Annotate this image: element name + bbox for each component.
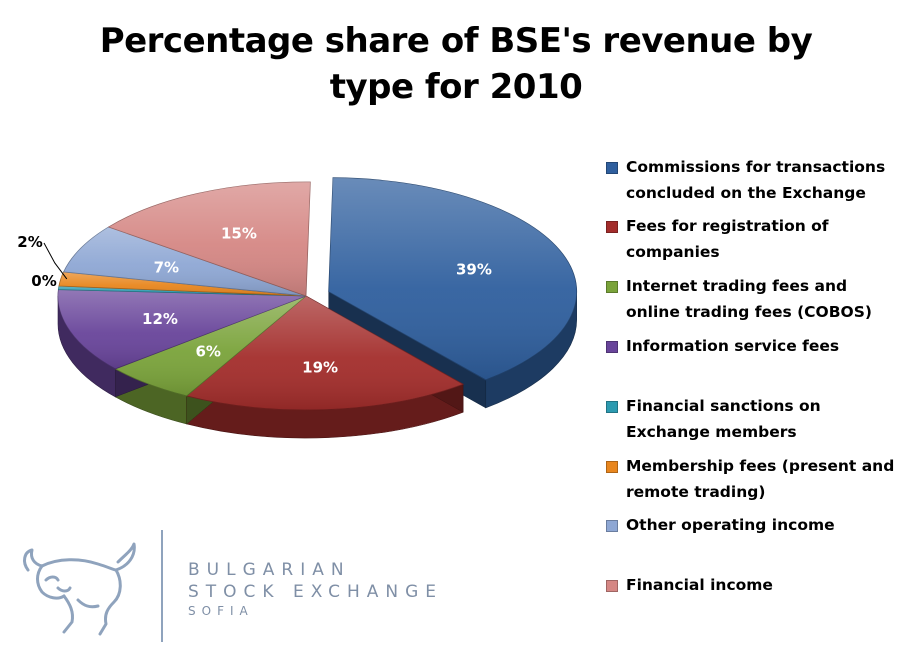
pie-slice-highlight	[328, 177, 577, 380]
legend-label: Financial income	[626, 576, 773, 594]
legend-label: Commissions for transactions concluded o…	[626, 158, 886, 202]
pie-slice-highlight	[63, 226, 306, 296]
legend-swatch	[606, 520, 618, 532]
data-label-commissions-for-transactions-concluded-on-the-exchange: 39%	[456, 260, 492, 278]
legend-label: Other operating income	[626, 516, 835, 534]
bse-logo: BULGARIAN STOCK EXCHANGE SOFIA	[18, 530, 468, 650]
legend-swatch	[606, 162, 618, 174]
legend-swatch	[606, 580, 618, 592]
logo-sofia: SOFIA	[188, 604, 254, 618]
legend-swatch	[606, 341, 618, 353]
data-label-fees-for-registration-of-companies: 19%	[302, 358, 338, 376]
legend-swatch	[606, 461, 618, 473]
chart-title-line-2: type for 2010	[329, 67, 583, 107]
logo-divider	[161, 530, 163, 642]
pie-slice-highlight	[115, 296, 307, 396]
legend-label: Information service fees	[626, 337, 840, 355]
data-label-membership-fees-present-and-remote-trading: 2%	[17, 233, 42, 251]
data-label-financial-income: 15%	[221, 224, 257, 242]
chart-title-line-1: Percentage share of BSE's revenue by	[99, 21, 813, 61]
pie-slice-highlight	[57, 289, 306, 369]
leader-line-membership-fees-present-and-remote-trading	[43, 242, 68, 280]
legend-label: Membership fees (present and remote trad…	[626, 457, 895, 501]
legend-label: Financial sanctions on Exchange members	[626, 397, 821, 441]
data-label-internet-trading-fees-and-online-trading-fees-cobos: 6%	[195, 343, 220, 361]
data-label-information-service-fees: 12%	[142, 310, 178, 328]
chart-title: Percentage share of BSE's revenue by typ…	[0, 18, 912, 110]
legend-swatch	[606, 281, 618, 293]
logo-bulgarian: BULGARIAN	[188, 560, 351, 580]
pie-slice-highlight	[108, 182, 311, 296]
legend-swatch	[606, 221, 618, 233]
data-label-financial-sanctions-on-exchange-members: 0%	[31, 272, 56, 290]
bull-icon	[23, 542, 136, 636]
legend-swatch	[606, 401, 618, 413]
legend-label: Fees for registration of companies	[626, 217, 829, 261]
data-label-other-operating-income: 7%	[154, 258, 179, 276]
logo-stock-exchange: STOCK EXCHANGE	[188, 582, 444, 602]
pie-slice-highlight	[186, 296, 464, 411]
legend-label: Internet trading fees and online trading…	[626, 277, 872, 321]
